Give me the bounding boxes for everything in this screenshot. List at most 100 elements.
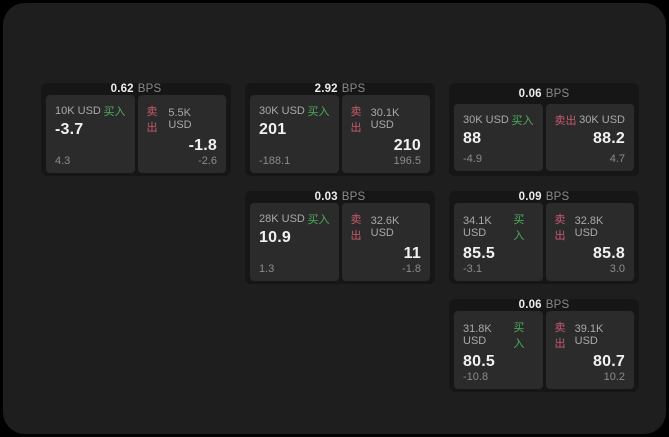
spread-value: 0.03 <box>314 191 338 203</box>
buy-price: 10.9 <box>259 229 291 246</box>
quote-panels: 31.8K USD 买入 80.5 -10.8 卖出 39.1K USD 80.… <box>454 311 634 389</box>
buy-panel[interactable]: 30K USD 买入 201 -188.1 <box>250 95 339 173</box>
sell-panel-top: 卖出 39.1K USD <box>555 319 626 351</box>
buy-size: 10K USD <box>55 105 101 117</box>
sell-label: 卖出 <box>350 106 362 134</box>
buy-label: 买入 <box>513 322 525 350</box>
sell-panel[interactable]: 卖出 5.5K USD -1.8 -2.6 <box>137 95 226 173</box>
sell-panel[interactable]: 卖出 39.1K USD 80.7 10.2 <box>545 311 634 389</box>
spread-value: 0.09 <box>518 191 542 203</box>
sell-size: 39.1K USD <box>574 323 604 347</box>
sell-label: 卖出 <box>554 322 566 350</box>
sell-price: 85.8 <box>593 245 625 262</box>
app-surface: 0.62 BPS 10K USD 买入 -3.7 4.3 卖出 5.5K USD… <box>3 3 666 434</box>
sell-delta: 196.5 <box>393 155 421 167</box>
spread-unit: BPS <box>341 83 366 95</box>
sell-panel[interactable]: 卖出 32.6K USD 11 -1.8 <box>341 203 430 281</box>
buy-panel-top: 30K USD 买入 <box>463 112 534 128</box>
sell-panel-top: 卖出 32.6K USD <box>351 211 422 243</box>
sell-size: 32.6K USD <box>370 215 400 239</box>
quote-panels: 10K USD 买入 -3.7 4.3 卖出 5.5K USD -1.8 -2.… <box>46 95 226 173</box>
spread-header: 0.62 BPS <box>41 83 231 95</box>
spread-value: 0.62 <box>110 83 134 95</box>
sell-size: 30.1K USD <box>370 107 400 131</box>
buy-size: 31.8K USD <box>463 323 492 347</box>
spread-unit: BPS <box>341 191 366 203</box>
sell-panel-top: 卖出 5.5K USD <box>147 103 218 135</box>
buy-panel-top: 31.8K USD 买入 <box>463 319 534 351</box>
buy-panel-top: 10K USD 买入 <box>55 103 126 119</box>
quote-panels: 28K USD 买入 10.9 1.3 卖出 32.6K USD 11 -1.8 <box>250 203 430 281</box>
sell-size: 30K USD <box>579 114 625 126</box>
buy-label: 买入 <box>307 106 330 118</box>
buy-delta: 4.3 <box>55 155 71 167</box>
sell-label: 卖出 <box>350 214 362 242</box>
spread-unit: BPS <box>545 191 570 203</box>
buy-panel[interactable]: 31.8K USD 买入 80.5 -10.8 <box>454 311 543 389</box>
buy-panel-top: 34.1K USD 买入 <box>463 211 534 243</box>
sell-panel[interactable]: 卖出 30K USD 88.2 4.7 <box>545 104 634 171</box>
sell-label: 卖出 <box>554 115 577 127</box>
sell-delta: 10.2 <box>603 371 625 383</box>
buy-size: 30K USD <box>259 105 305 117</box>
sell-price: 88.2 <box>593 130 625 147</box>
sell-delta: 4.7 <box>609 153 625 165</box>
spread-header: 2.92 BPS <box>245 83 435 95</box>
quote-card-2: 2.92 BPS 30K USD 买入 201 -188.1 卖出 30.1K … <box>245 83 435 176</box>
buy-price: 85.5 <box>463 245 495 262</box>
buy-delta: -3.1 <box>463 263 482 275</box>
sell-panel[interactable]: 卖出 32.8K USD 85.8 3.0 <box>545 203 634 281</box>
sell-delta: 3.0 <box>609 263 625 275</box>
spread-value: 0.06 <box>518 87 542 100</box>
buy-size: 34.1K USD <box>463 215 492 239</box>
buy-price: 201 <box>259 121 287 138</box>
sell-panel-top: 卖出 30K USD <box>555 112 626 128</box>
sell-size: 32.8K USD <box>574 215 604 239</box>
sell-price: 80.7 <box>593 353 625 370</box>
sell-label: 卖出 <box>554 214 566 242</box>
quote-card-5: 0.09 BPS 34.1K USD 买入 85.5 -3.1 卖出 32.8K… <box>449 191 639 284</box>
sell-delta: -1.8 <box>402 263 421 275</box>
buy-label: 买入 <box>103 106 126 118</box>
buy-delta: -10.8 <box>463 371 489 383</box>
spread-unit: BPS <box>545 299 570 311</box>
quote-card-6: 0.06 BPS 31.8K USD 买入 80.5 -10.8 卖出 39.1… <box>449 299 639 392</box>
spread-header: 0.06 BPS <box>449 83 639 104</box>
buy-delta: 1.3 <box>259 263 275 275</box>
quote-card-1: 0.62 BPS 10K USD 买入 -3.7 4.3 卖出 5.5K USD… <box>41 83 231 176</box>
buy-size: 30K USD <box>463 114 509 126</box>
sell-price: -1.8 <box>188 137 217 154</box>
buy-delta: -188.1 <box>259 155 291 167</box>
buy-panel-top: 28K USD 买入 <box>259 211 330 227</box>
spread-unit: BPS <box>137 83 162 95</box>
buy-price: -3.7 <box>55 121 84 138</box>
sell-panel[interactable]: 卖出 30.1K USD 210 196.5 <box>341 95 430 173</box>
sell-price: 210 <box>393 137 421 154</box>
sell-label: 卖出 <box>146 106 158 134</box>
sell-panel-top: 卖出 32.8K USD <box>555 211 626 243</box>
buy-panel[interactable]: 30K USD 买入 88 -4.9 <box>454 104 543 171</box>
buy-panel[interactable]: 34.1K USD 买入 85.5 -3.1 <box>454 203 543 281</box>
spread-value: 2.92 <box>314 83 338 95</box>
buy-panel-top: 30K USD 买入 <box>259 103 330 119</box>
quote-card-3: 0.06 BPS 30K USD 买入 88 -4.9 卖出 30K USD 8… <box>449 83 639 176</box>
sell-delta: -2.6 <box>198 155 217 167</box>
sell-panel-top: 卖出 30.1K USD <box>351 103 422 135</box>
buy-label: 买入 <box>513 214 525 242</box>
spread-unit: BPS <box>545 87 570 100</box>
quote-panels: 30K USD 买入 88 -4.9 卖出 30K USD 88.2 4.7 <box>454 104 634 171</box>
buy-panel[interactable]: 28K USD 买入 10.9 1.3 <box>250 203 339 281</box>
spread-value: 0.06 <box>518 299 542 311</box>
spread-header: 0.09 BPS <box>449 191 639 203</box>
quote-card-4: 0.03 BPS 28K USD 买入 10.9 1.3 卖出 32.6K US… <box>245 191 435 284</box>
buy-price: 80.5 <box>463 353 495 370</box>
buy-label: 买入 <box>307 214 330 226</box>
quote-panels: 30K USD 买入 201 -188.1 卖出 30.1K USD 210 1… <box>250 95 430 173</box>
sell-price: 11 <box>403 245 421 262</box>
sell-size: 5.5K USD <box>168 107 192 131</box>
spread-header: 0.03 BPS <box>245 191 435 203</box>
buy-size: 28K USD <box>259 213 305 225</box>
buy-delta: -4.9 <box>463 153 482 165</box>
buy-label: 买入 <box>511 115 534 127</box>
buy-panel[interactable]: 10K USD 买入 -3.7 4.3 <box>46 95 135 173</box>
